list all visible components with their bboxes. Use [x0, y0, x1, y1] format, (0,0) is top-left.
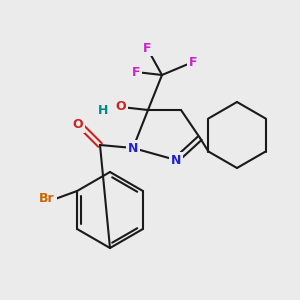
Text: F: F: [189, 56, 197, 68]
Text: N: N: [128, 142, 138, 154]
Text: N: N: [171, 154, 181, 166]
Text: F: F: [143, 41, 151, 55]
Text: O: O: [116, 100, 126, 113]
Text: Br: Br: [39, 193, 55, 206]
Text: F: F: [132, 65, 140, 79]
Text: O: O: [73, 118, 83, 131]
Text: H: H: [98, 103, 108, 116]
